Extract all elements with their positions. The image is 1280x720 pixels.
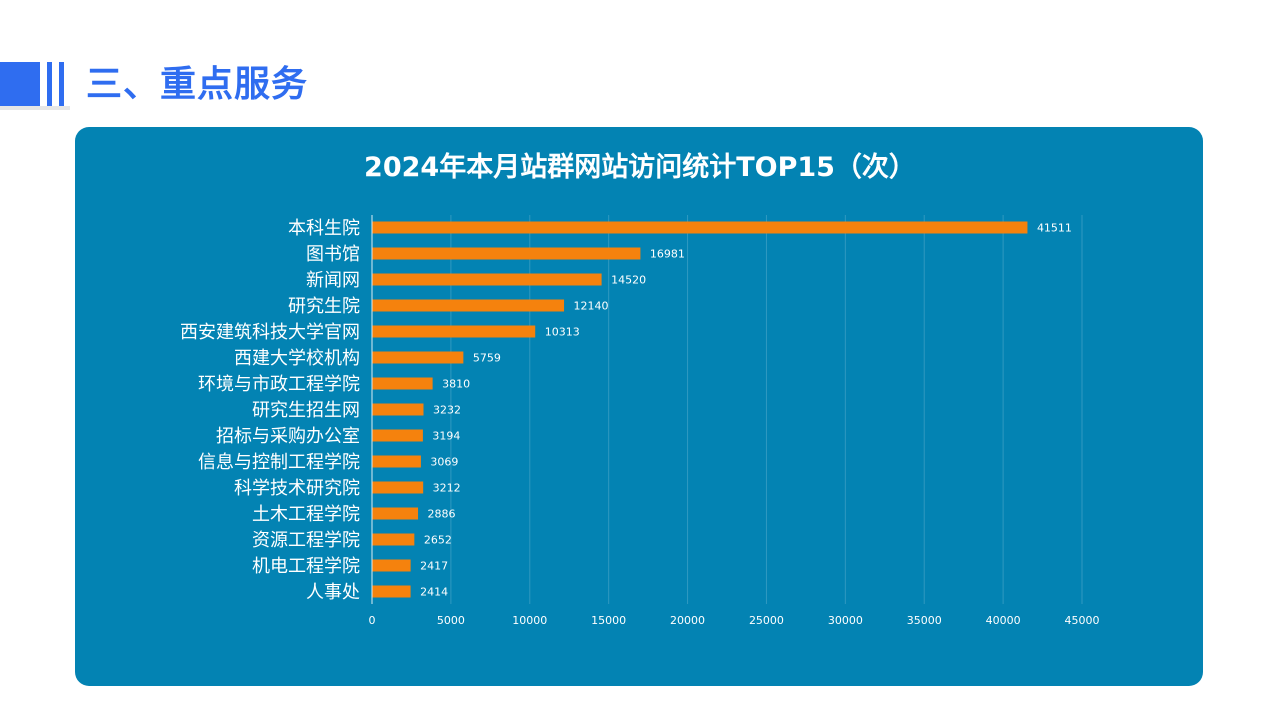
x-tick-label: 5000 [437,614,465,627]
data-label: 3810 [442,378,470,391]
data-label: 41511 [1037,222,1072,235]
category-label: 本科生院 [288,218,360,239]
data-label: 10313 [545,326,580,339]
category-label: 图书馆 [306,244,360,265]
data-label: 3194 [432,430,460,443]
header-decoration [0,62,70,110]
data-label: 2886 [428,508,456,521]
bar [372,585,411,598]
x-tick-label: 40000 [986,614,1021,627]
category-label: 土木工程学院 [252,504,360,525]
category-label: 研究生院 [288,296,360,317]
bar [372,507,419,520]
x-tick-label: 15000 [591,614,626,627]
bar [372,351,464,364]
bar [372,403,424,416]
bar [372,273,602,286]
page-title: 三、重点服务 [86,64,309,105]
data-label: 16981 [650,248,685,261]
x-tick-label: 30000 [828,614,863,627]
data-label: 3232 [433,404,461,417]
bar [372,299,565,312]
data-label: 2652 [424,534,452,547]
bar [372,429,423,442]
bar [372,221,1028,234]
data-label: 3069 [430,456,458,469]
category-label: 资源工程学院 [252,530,360,551]
category-label: 人事处 [306,582,360,603]
deco-bar [59,62,64,106]
category-label: 机电工程学院 [252,556,360,577]
category-label: 西建大学校机构 [234,348,360,369]
bar [372,325,536,338]
bar [372,377,433,390]
category-label: 科学技术研究院 [234,478,360,499]
category-label: 新闻网 [306,270,360,291]
x-tick-label: 20000 [670,614,705,627]
data-label: 2414 [420,586,448,599]
chart-panel [75,127,1203,686]
bar [372,533,415,546]
deco-shadow [0,106,70,110]
category-label: 研究生招生网 [252,400,360,421]
bar [372,481,424,494]
bar [372,455,421,468]
x-tick-label: 25000 [749,614,784,627]
deco-bar [47,62,52,106]
x-tick-label: 0 [369,614,376,627]
category-label: 信息与控制工程学院 [198,452,360,473]
data-label: 5759 [473,352,501,365]
bar [372,559,411,572]
deco-block [0,62,40,106]
x-tick-label: 10000 [512,614,547,627]
category-label: 环境与市政工程学院 [198,374,360,395]
bar [372,247,641,260]
data-label: 2417 [420,560,448,573]
category-label: 招标与采购办公室 [216,426,360,447]
x-tick-label: 45000 [1065,614,1100,627]
data-label: 3212 [433,482,461,495]
data-label: 12140 [574,300,609,313]
chart-title: 2024年本月站群网站访问统计TOP15（次） [364,152,916,183]
data-label: 14520 [611,274,646,287]
x-tick-label: 35000 [907,614,942,627]
category-label: 西安建筑科技大学官网 [180,322,360,343]
